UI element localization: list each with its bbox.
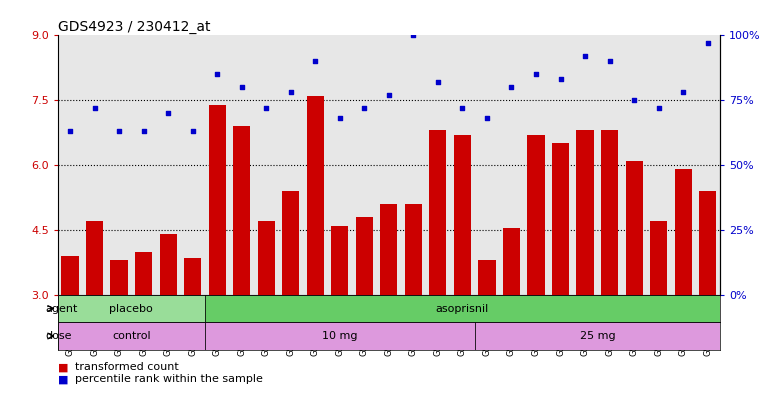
Bar <box>503 228 520 295</box>
Bar <box>598 35 622 295</box>
Text: dose: dose <box>45 331 72 341</box>
Bar <box>110 260 128 295</box>
Point <box>505 84 517 90</box>
Point <box>309 58 321 64</box>
Point <box>236 84 248 90</box>
Bar <box>156 35 180 295</box>
Bar <box>159 234 176 295</box>
Point <box>701 40 714 46</box>
Bar <box>82 35 107 295</box>
Point <box>457 105 469 111</box>
Point <box>162 110 174 116</box>
Bar <box>205 295 720 322</box>
Bar <box>601 130 618 295</box>
Point <box>137 128 149 134</box>
Point <box>432 79 444 85</box>
Text: percentile rank within the sample: percentile rank within the sample <box>75 374 263 384</box>
Bar <box>327 35 352 295</box>
Point <box>628 97 641 103</box>
Point <box>480 115 493 121</box>
Bar <box>303 35 327 295</box>
Bar <box>58 35 82 295</box>
Bar <box>474 322 720 350</box>
Bar <box>430 130 447 295</box>
Bar <box>625 161 643 295</box>
Bar <box>524 35 548 295</box>
Bar <box>279 35 303 295</box>
Bar <box>499 35 524 295</box>
Bar <box>258 221 275 295</box>
Point <box>554 76 567 83</box>
Bar <box>205 35 229 295</box>
Point <box>358 105 370 111</box>
Bar <box>695 35 720 295</box>
Point <box>604 58 616 64</box>
Bar <box>205 322 474 350</box>
Bar <box>62 256 79 295</box>
Bar <box>671 35 695 295</box>
Text: asoprisnil: asoprisnil <box>436 303 489 314</box>
Bar <box>699 191 716 295</box>
Bar <box>478 260 496 295</box>
Bar <box>646 35 671 295</box>
Bar <box>401 35 426 295</box>
Bar <box>356 217 373 295</box>
Point <box>383 92 395 98</box>
Text: transformed count: transformed count <box>75 362 179 373</box>
Point <box>260 105 273 111</box>
Point <box>186 128 199 134</box>
Bar <box>380 204 397 295</box>
Bar <box>306 96 324 295</box>
Point <box>285 89 297 95</box>
Bar <box>450 35 474 295</box>
Bar <box>229 35 254 295</box>
Bar <box>58 295 205 322</box>
Bar <box>132 35 156 295</box>
Text: 25 mg: 25 mg <box>580 331 615 341</box>
Bar <box>622 35 646 295</box>
Bar <box>426 35 450 295</box>
Text: agent: agent <box>45 303 78 314</box>
Bar <box>86 221 103 295</box>
Bar <box>209 105 226 295</box>
Bar <box>377 35 401 295</box>
Bar <box>180 35 205 295</box>
Bar <box>107 35 132 295</box>
Point <box>407 32 420 39</box>
Bar <box>474 35 499 295</box>
Bar <box>675 169 691 295</box>
Bar <box>573 35 598 295</box>
Text: 10 mg: 10 mg <box>322 331 357 341</box>
Bar <box>577 130 594 295</box>
Point <box>652 105 665 111</box>
Bar <box>548 35 573 295</box>
Bar <box>454 135 471 295</box>
Bar <box>135 252 152 295</box>
Text: placebo: placebo <box>109 303 153 314</box>
Bar <box>233 126 250 295</box>
Point <box>113 128 126 134</box>
Bar <box>184 258 201 295</box>
Bar <box>405 204 422 295</box>
Point <box>64 128 76 134</box>
Text: GDS4923 / 230412_at: GDS4923 / 230412_at <box>58 20 210 34</box>
Point <box>677 89 689 95</box>
Point <box>333 115 346 121</box>
Bar <box>352 35 377 295</box>
Point <box>530 71 542 77</box>
Text: ■: ■ <box>58 362 69 373</box>
Bar <box>331 226 348 295</box>
Bar <box>650 221 668 295</box>
Text: ■: ■ <box>58 374 69 384</box>
Point <box>579 53 591 59</box>
Bar <box>254 35 279 295</box>
Text: control: control <box>112 331 151 341</box>
Bar <box>527 135 544 295</box>
Bar <box>58 322 205 350</box>
Bar <box>552 143 569 295</box>
Point <box>211 71 223 77</box>
Bar <box>282 191 300 295</box>
Point <box>89 105 101 111</box>
